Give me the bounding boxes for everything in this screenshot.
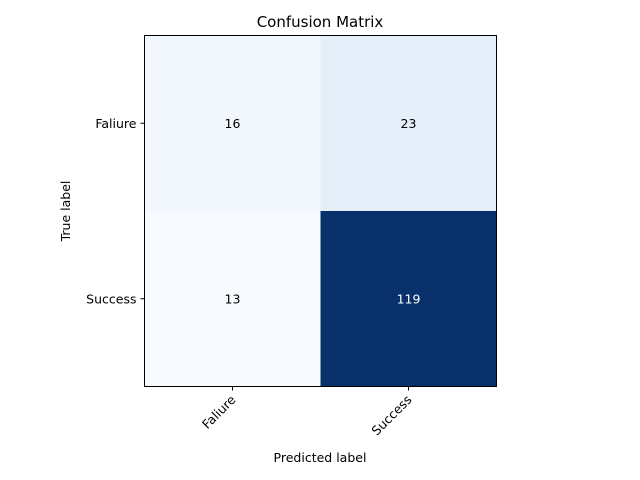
- heatmap-cell-labels: 16 23 13 119: [225, 116, 421, 307]
- heatmap-cell: [320, 35, 497, 212]
- y-axis-label: True label: [58, 181, 73, 243]
- heatmap-cell: [144, 35, 321, 212]
- cell-value-label: 119: [397, 291, 421, 306]
- cell-value-label: 13: [225, 291, 241, 306]
- plot-frame: [144, 35, 497, 387]
- cell-value-label: 16: [225, 116, 241, 131]
- x-axis-label: Predicted label: [274, 450, 367, 465]
- x-tick-label: Faliure: [199, 392, 239, 432]
- heatmap-cell: [320, 211, 497, 387]
- x-axis-ticks: Faliure Success: [199, 386, 415, 438]
- y-axis-ticks: Faliure Success: [86, 116, 145, 306]
- cell-value-label: 23: [401, 116, 417, 131]
- heatmap-cells: [144, 35, 497, 387]
- x-tick-label: Success: [368, 392, 414, 438]
- chart-title: Confusion Matrix: [257, 13, 384, 31]
- y-tick-label: Success: [86, 291, 136, 306]
- heatmap-cell: [144, 211, 321, 387]
- y-tick-label: Faliure: [95, 116, 136, 131]
